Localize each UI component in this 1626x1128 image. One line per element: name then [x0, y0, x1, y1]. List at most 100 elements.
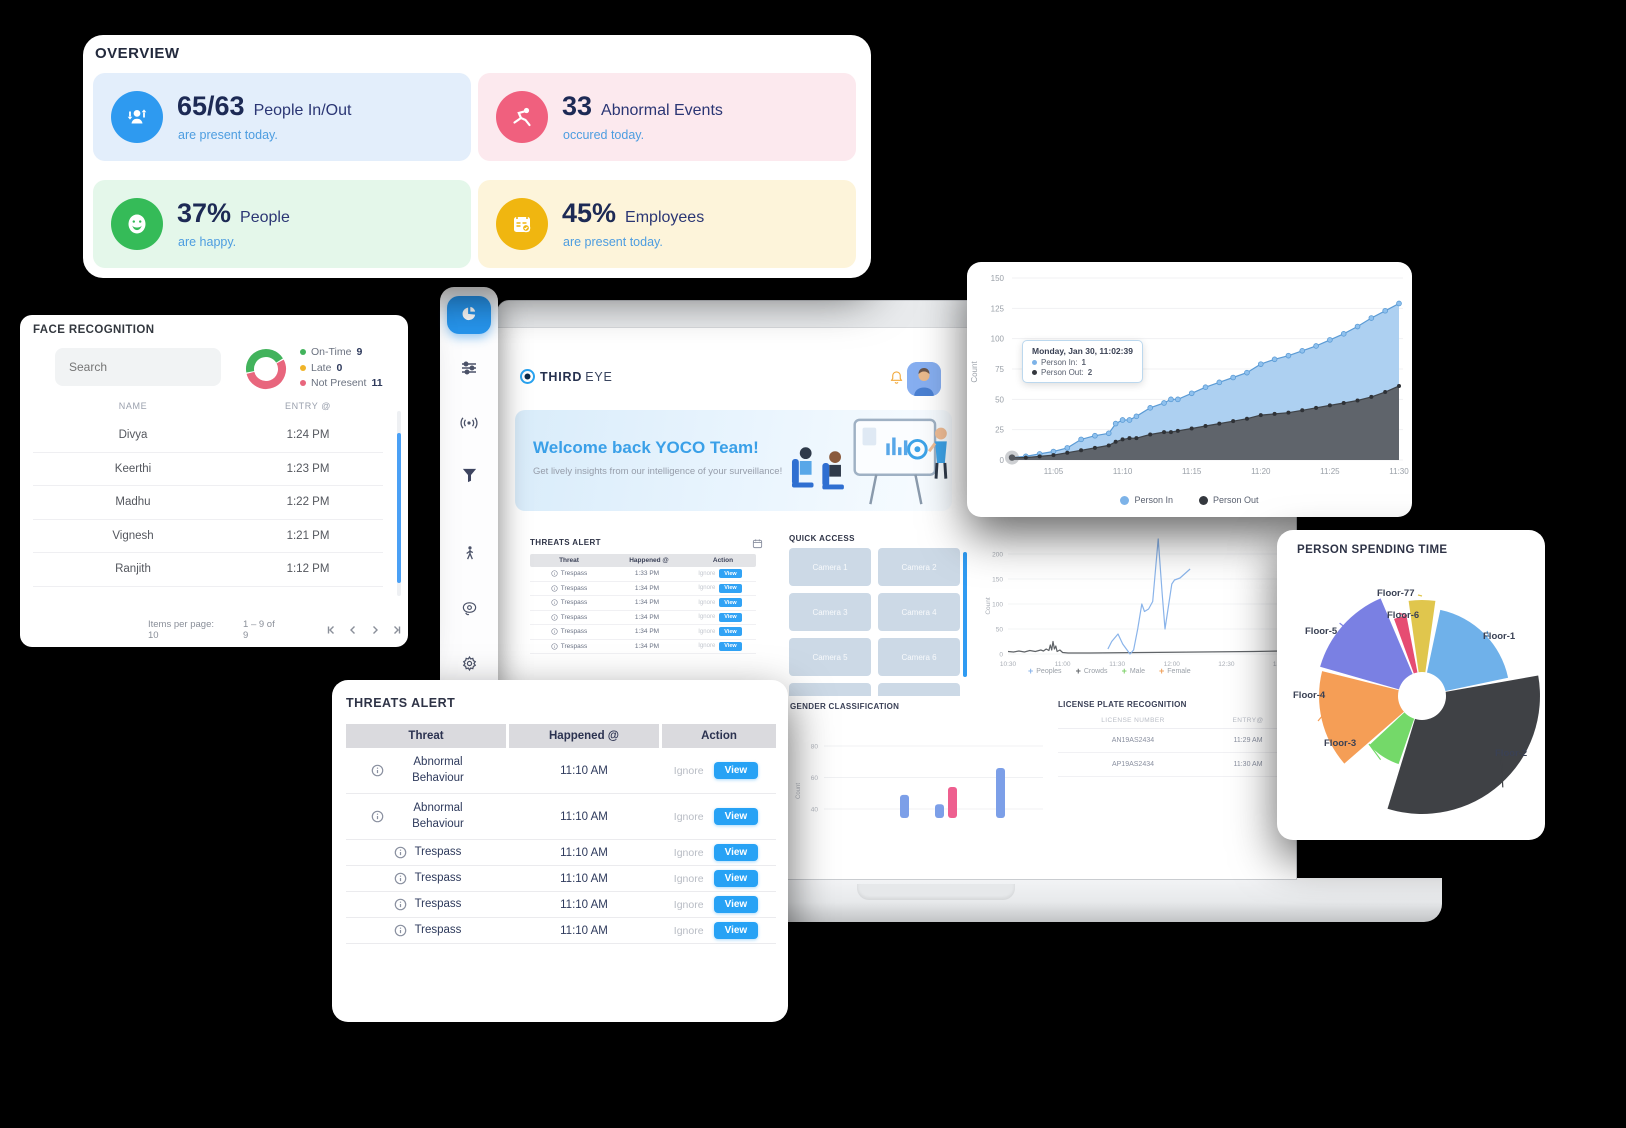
- ignore-button[interactable]: Ignore: [673, 764, 704, 777]
- col-action: Action: [662, 724, 776, 748]
- svg-text:150: 150: [992, 577, 1003, 584]
- ignore-button[interactable]: Ignore: [698, 614, 716, 621]
- mini-threat-time: 1:34 PM: [634, 628, 660, 636]
- threat-time: 11:10 AM: [560, 924, 608, 937]
- ignore-button[interactable]: Ignore: [698, 643, 716, 650]
- quick-access-scrollbar[interactable]: [963, 552, 967, 677]
- view-button[interactable]: View: [713, 896, 759, 914]
- stat-line: 65/63 People In/Out: [177, 91, 351, 122]
- settings-gear-icon: [461, 655, 478, 677]
- tooltip-title: Monday, Jan 30, 11:02:39: [1032, 346, 1133, 356]
- camera-tile-1[interactable]: Camera 1: [789, 548, 871, 586]
- face-table: NAME ENTRY @ Divya 1:24 PM Keerthi 1:23 PM M…: [33, 401, 383, 587]
- svg-text:50: 50: [996, 627, 1004, 634]
- broadcast-icon: [459, 416, 479, 435]
- camera-tile-3[interactable]: Camera 3: [789, 593, 871, 631]
- svg-text:60: 60: [811, 775, 819, 782]
- ignore-button[interactable]: Ignore: [698, 570, 716, 577]
- sidebar-item-filter[interactable]: [458, 467, 480, 489]
- camera-tile-7[interactable]: [789, 683, 871, 696]
- tooltip-row: Person Out: 2: [1032, 368, 1133, 377]
- threat-row: Trespass 11:10 AM Ignore View: [346, 918, 776, 945]
- last-page-button[interactable]: [386, 622, 408, 638]
- mini-threat-name: Trespass: [560, 584, 588, 592]
- sidebar-item-dashboard[interactable]: [447, 296, 491, 334]
- ignore-button[interactable]: Ignore: [698, 628, 716, 635]
- view-button[interactable]: View: [719, 583, 742, 593]
- view-button[interactable]: View: [713, 844, 759, 862]
- logo-text-primary: THIRD: [540, 369, 583, 384]
- thirdeye-logo-icon: [520, 369, 535, 384]
- camera-tile-6[interactable]: Camera 6: [878, 638, 960, 676]
- sidebar-item-live[interactable]: [458, 414, 480, 436]
- stat-tile-1: 65/63 People In/Out are present today.: [93, 73, 471, 161]
- view-button[interactable]: View: [719, 641, 742, 651]
- user-avatar[interactable]: [907, 362, 941, 396]
- camera-tile-2[interactable]: Camera 2: [878, 548, 960, 586]
- ignore-button[interactable]: Ignore: [673, 810, 704, 823]
- threats-alert-card: THREATS ALERT Threat Happened @ Action A…: [332, 680, 788, 1022]
- happy-face-icon: [111, 198, 163, 250]
- view-button[interactable]: View: [713, 870, 759, 888]
- view-button[interactable]: View: [713, 762, 759, 780]
- legend-value: 11: [371, 377, 383, 389]
- legend-item-late: Late 0: [300, 362, 383, 374]
- search-input[interactable]: [55, 348, 221, 386]
- chart-tooltip: Monday, Jan 30, 11:02:39 Person In: 1 Per…: [1022, 340, 1143, 383]
- tooltip-label: Person In:: [1041, 358, 1078, 367]
- prev-page-button[interactable]: [342, 622, 364, 638]
- quick-access-title: QUICK ACCESS: [789, 534, 855, 543]
- mini-threat-row: Trespass 1:34 PM Ignore View: [530, 640, 756, 654]
- overview-grid: 65/63 People In/Out are present today. 33 Ab…: [93, 73, 861, 268]
- mini-threat-time: 1:34 PM: [634, 613, 660, 621]
- view-button[interactable]: View: [713, 922, 759, 940]
- ignore-button[interactable]: Ignore: [698, 599, 716, 606]
- ignore-button[interactable]: Ignore: [673, 872, 704, 885]
- threat-row: Trespass 11:10 AM Ignore View: [346, 840, 776, 867]
- legend-item-not present: Not Present 11: [300, 377, 383, 389]
- threat-cell: Trespass: [346, 897, 509, 913]
- threat-cell: Trespass: [346, 923, 509, 939]
- view-button[interactable]: View: [719, 569, 742, 579]
- sidebar-item-pedestrian[interactable]: [458, 545, 480, 567]
- thirdeye-logo: THIRD EYE: [520, 369, 613, 384]
- view-button[interactable]: View: [719, 612, 742, 622]
- threat-cell: Trespass: [346, 871, 509, 887]
- svg-text:11:15: 11:15: [1182, 467, 1202, 476]
- tooltip-label: Person Out:: [1041, 368, 1084, 377]
- legend-label: Crowds: [1083, 668, 1108, 675]
- mini-threat-name: Trespass: [560, 642, 588, 650]
- sidebar-item-ai[interactable]: [458, 600, 480, 622]
- calendar-icon[interactable]: [752, 536, 763, 554]
- stat-tile-2: 33 Abnormal Events occured today.: [478, 73, 856, 161]
- camera-tile-5[interactable]: Camera 5: [789, 638, 871, 676]
- view-button[interactable]: View: [719, 627, 742, 637]
- face-scrollbar[interactable]: [397, 433, 401, 583]
- notification-bell-icon[interactable]: [889, 370, 904, 390]
- svg-text:100: 100: [992, 602, 1003, 609]
- welcome-banner: Welcome back YOCO Team! Get lively insig…: [515, 410, 952, 511]
- line-chart-legend: + Peoples + Crowds + Male + Female: [1028, 667, 1191, 676]
- sidebar-item-controls[interactable]: [458, 359, 480, 381]
- ignore-button[interactable]: Ignore: [673, 898, 704, 911]
- mini-threat-cell: Trespass: [530, 643, 608, 650]
- person-name: Divya: [118, 429, 148, 442]
- sidebar-item-settings[interactable]: [458, 655, 480, 677]
- view-button[interactable]: View: [719, 598, 742, 608]
- threat-cell: Abnormal Behaviour: [346, 755, 509, 786]
- legend-dot: [1120, 495, 1130, 505]
- ignore-button[interactable]: Ignore: [673, 924, 704, 937]
- camera-tile-8[interactable]: [878, 683, 960, 696]
- ignore-button[interactable]: Ignore: [698, 585, 716, 592]
- entry-time: 1:24 PM: [286, 429, 330, 442]
- view-button[interactable]: View: [713, 808, 759, 826]
- first-page-button[interactable]: [320, 622, 342, 638]
- mini-threat-row: Trespass 1:34 PM Ignore View: [530, 596, 756, 611]
- face-table-row: Madhu 1:22 PM: [33, 486, 383, 520]
- legend-item-male: + Male: [1122, 667, 1145, 676]
- ignore-button[interactable]: Ignore: [673, 846, 704, 859]
- svg-text:50: 50: [995, 395, 1004, 404]
- camera-tile-4[interactable]: Camera 4: [878, 593, 960, 631]
- next-page-button[interactable]: [364, 622, 386, 638]
- face-table-row: Ranjith 1:12 PM: [33, 553, 383, 587]
